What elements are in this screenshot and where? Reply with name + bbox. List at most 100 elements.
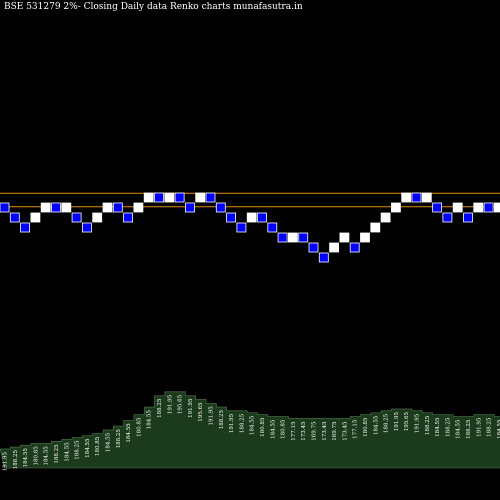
- volume-price-label: 191.95: [167, 394, 173, 414]
- volume-price-label: 169.75: [332, 421, 338, 441]
- volume-labels: 191.95 188.25 184.55 180.85 184.55 188.25 184.…: [3, 394, 500, 471]
- down-brick: [432, 202, 443, 213]
- down-brick: [267, 222, 278, 233]
- up-brick: [380, 212, 391, 223]
- volume-price-label: 177.15: [291, 421, 297, 441]
- up-brick: [164, 192, 175, 203]
- volume-area-path: [0, 391, 500, 469]
- volume-price-label: 173.45: [301, 421, 307, 441]
- volume-price-label: 184.55: [85, 438, 91, 458]
- volume-price-label: 188.25: [239, 413, 245, 433]
- volume-price-label: 184.55: [106, 432, 112, 452]
- volume-area: [0, 391, 500, 469]
- volume-price-label: 177.15: [353, 419, 359, 439]
- volume-price-label: 184.55: [270, 419, 276, 439]
- volume-price-label: 188.25: [466, 419, 472, 439]
- up-brick: [473, 202, 484, 213]
- up-brick: [92, 212, 103, 223]
- volume-price-label: 180.85: [363, 417, 369, 437]
- up-brick: [339, 232, 350, 243]
- down-brick: [463, 212, 473, 223]
- volume-price-label: 191.95: [3, 451, 9, 471]
- down-brick: [20, 222, 31, 233]
- down-brick: [298, 232, 309, 243]
- up-brick: [133, 202, 144, 213]
- volume-price-label: 180.85: [281, 419, 287, 439]
- down-brick: [257, 212, 267, 223]
- up-brick: [452, 202, 463, 213]
- volume-price-label: 180.85: [95, 436, 101, 456]
- volume-price-label: 169.75: [312, 421, 318, 441]
- down-brick: [442, 212, 453, 223]
- up-brick: [329, 242, 340, 253]
- volume-price-label: 184.55: [64, 442, 70, 462]
- up-brick: [493, 202, 500, 213]
- up-brick: [401, 192, 412, 203]
- volume-price-label: 191.95: [188, 398, 194, 418]
- down-brick: [215, 202, 226, 213]
- volume-price-label: 184.55: [126, 423, 132, 443]
- volume-price-label: 184.55: [497, 419, 500, 439]
- volume-price-label: 184.55: [250, 415, 256, 435]
- volume-price-label: 195.65: [404, 411, 410, 431]
- volume-price-label: 188.25: [384, 413, 390, 433]
- volume-price-label: 173.45: [342, 421, 348, 441]
- up-brick: [40, 202, 51, 213]
- down-brick: [71, 212, 82, 223]
- volume-price-label: 195.65: [198, 402, 204, 422]
- volume-price-label: 184.55: [373, 415, 379, 435]
- down-brick: [318, 252, 329, 263]
- renko-bricks: [0, 192, 500, 263]
- volume-price-label: 188.25: [219, 410, 225, 430]
- volume-price-label: 184.55: [23, 448, 29, 468]
- down-brick: [174, 192, 185, 203]
- volume-price-label: 188.25: [13, 450, 19, 470]
- volume-price-label: 184.55: [456, 419, 462, 439]
- volume-price-label: 188.25: [487, 417, 493, 437]
- down-brick: [205, 192, 216, 203]
- up-brick: [195, 192, 206, 203]
- volume-price-label: 180.85: [136, 417, 142, 437]
- up-brick: [143, 192, 154, 203]
- down-brick: [112, 202, 123, 213]
- volume-price-label: 173.45: [322, 421, 328, 441]
- up-brick: [102, 202, 113, 213]
- volume-price-label: 191.95: [415, 413, 421, 433]
- volume-price-label: 180.85: [33, 446, 39, 466]
- down-brick: [308, 242, 319, 253]
- volume-price-label: 191.95: [209, 406, 215, 426]
- up-brick: [390, 202, 401, 213]
- volume-price-label: 188.25: [54, 444, 60, 464]
- volume-price-label: 188.25: [116, 429, 122, 449]
- down-brick: [51, 202, 61, 213]
- up-brick: [360, 232, 370, 243]
- volume-price-label: 188.25: [445, 417, 451, 437]
- down-brick: [236, 222, 247, 233]
- volume-price-label: 188.25: [425, 415, 431, 435]
- up-brick: [246, 212, 257, 223]
- down-brick: [277, 232, 288, 243]
- volume-price-label: 191.95: [394, 411, 400, 431]
- down-brick: [226, 212, 237, 223]
- volume-price-label: 184.55: [44, 446, 50, 466]
- volume-price-label: 188.25: [157, 398, 163, 418]
- volume-price-label: 184.55: [147, 410, 153, 430]
- down-brick: [349, 242, 360, 253]
- volume-price-label: 191.95: [229, 413, 235, 433]
- down-brick: [82, 222, 92, 233]
- up-brick: [30, 212, 41, 223]
- up-brick: [61, 202, 72, 213]
- volume-price-label: 195.65: [178, 394, 184, 414]
- down-brick: [154, 192, 164, 203]
- down-brick: [184, 202, 195, 213]
- down-brick: [411, 192, 422, 203]
- chart-title: BSE 531279 2%- Closing Daily data Renko …: [4, 2, 303, 12]
- up-brick: [370, 222, 381, 233]
- volume-price-label: 188.25: [75, 440, 81, 460]
- volume-price-label: 191.95: [476, 417, 482, 437]
- up-brick: [421, 192, 432, 203]
- volume-price-label: 180.85: [260, 417, 266, 437]
- up-brick: [287, 232, 298, 243]
